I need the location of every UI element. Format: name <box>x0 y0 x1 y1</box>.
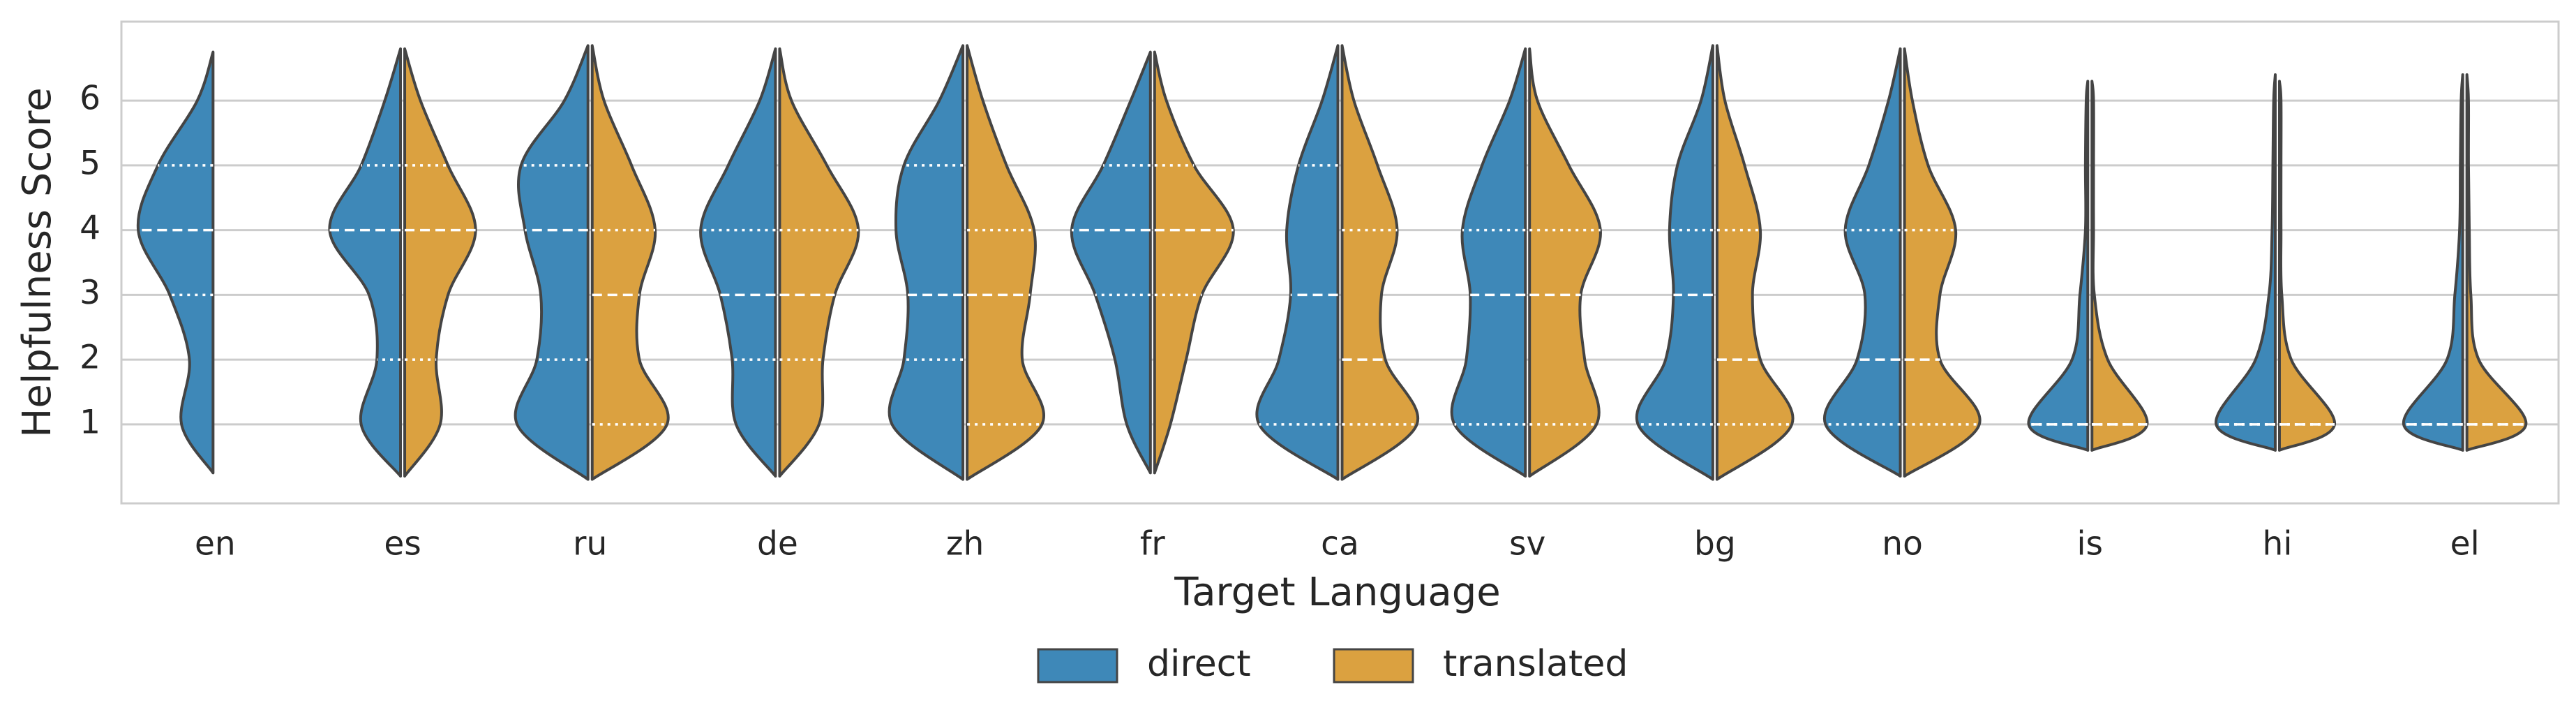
violin-half <box>778 47 860 478</box>
violin-half <box>2277 80 2336 452</box>
y-axis-title: Helpfulness Score <box>15 87 60 437</box>
violin-half <box>136 50 215 475</box>
violin-half <box>1153 50 1235 475</box>
y-tick-label: 5 <box>80 144 100 182</box>
x-tick-label: ru <box>573 525 607 563</box>
violin-half <box>1903 47 1982 478</box>
violin-half <box>2465 73 2528 452</box>
x-tick-label: sv <box>1509 525 1545 563</box>
violin-half <box>1255 44 1340 481</box>
violin-half <box>1635 44 1714 481</box>
x-tick-label: es <box>384 525 421 563</box>
x-tick-label: bg <box>1694 525 1736 563</box>
y-tick-label: 3 <box>80 274 100 312</box>
x-axis-title: Target Language <box>1174 570 1500 615</box>
violin-half <box>1340 44 1420 481</box>
x-tick-label: is <box>2076 525 2103 563</box>
violin-half <box>888 44 965 481</box>
violin-half <box>1822 47 1902 478</box>
violin-half <box>590 44 670 481</box>
violin-half <box>403 47 477 478</box>
legend-swatch <box>1333 648 1414 684</box>
violin-half <box>699 47 777 478</box>
x-tick-label: fr <box>1140 525 1166 563</box>
x-tick-label: en <box>195 525 236 563</box>
violin-half <box>2402 73 2464 452</box>
violin-half <box>328 47 403 478</box>
x-tick-label: el <box>2450 525 2480 563</box>
violin-half <box>966 44 1045 481</box>
violin-half <box>1450 47 1527 478</box>
x-tick-label: no <box>1882 525 1923 563</box>
y-tick-label: 2 <box>80 339 100 377</box>
legend-label: translated <box>1443 643 1628 685</box>
x-tick-label: zh <box>946 525 984 563</box>
plot-area <box>120 20 2560 505</box>
legend-swatch <box>1037 648 1118 684</box>
violin-half <box>1715 44 1795 481</box>
x-tick-label: hi <box>2263 525 2293 563</box>
violin-half <box>2090 80 2149 452</box>
legend-label: direct <box>1147 643 1251 685</box>
violin-half <box>1528 47 1602 478</box>
violin-half <box>2027 80 2090 452</box>
x-tick-label: ca <box>1321 525 1359 563</box>
x-tick-label: de <box>757 525 798 563</box>
violin-half <box>2215 73 2277 452</box>
y-tick-label: 6 <box>80 80 100 118</box>
violin-half <box>514 44 590 481</box>
y-tick-label: 4 <box>80 209 100 247</box>
y-tick-label: 1 <box>80 403 100 441</box>
violin-half <box>1070 50 1152 475</box>
